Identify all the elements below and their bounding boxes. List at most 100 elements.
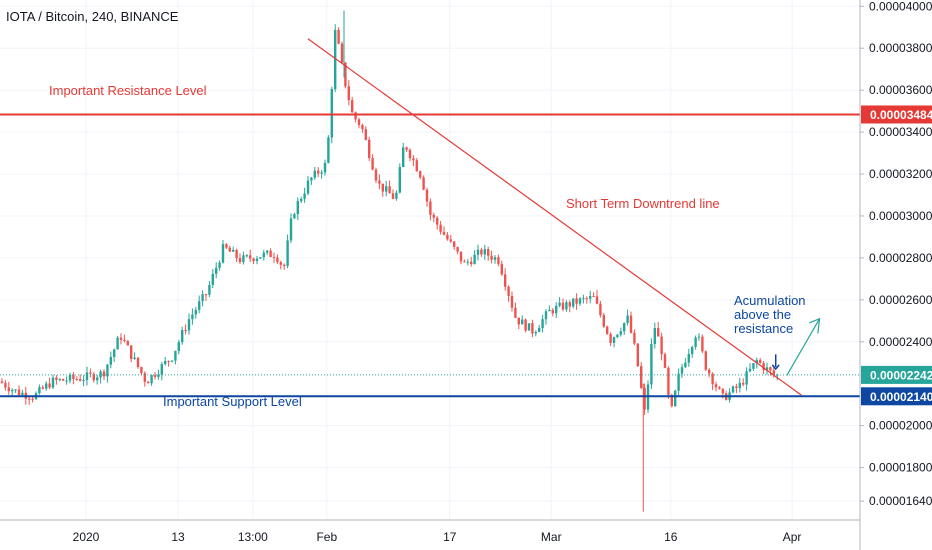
x-tick-label: 17: [443, 530, 457, 544]
candle-body: [368, 140, 370, 158]
candle-body: [620, 331, 622, 334]
candle-body: [650, 344, 652, 384]
candle-body: [637, 344, 639, 367]
candle-body: [378, 180, 380, 183]
y-tick-label: 0.00003000: [869, 209, 932, 223]
candle-body: [609, 334, 611, 343]
candle-body: [351, 100, 353, 112]
candle-body: [582, 298, 584, 299]
candle-body: [354, 112, 356, 119]
candle-body: [681, 367, 683, 374]
candle-body: [120, 338, 122, 340]
candle-body: [569, 302, 571, 306]
candle-body: [388, 186, 390, 193]
y-tick-label: 0.00002400: [869, 335, 932, 349]
y-axis: 0.00004000 0.00003800 0.00003600 0.00003400…: [860, 0, 932, 550]
candle-body: [28, 399, 30, 400]
candle-body: [150, 375, 152, 383]
candle-body: [113, 349, 115, 357]
candle-body: [586, 298, 588, 299]
candle-body: [507, 287, 509, 296]
candle-body: [337, 30, 339, 44]
candle-body: [477, 250, 479, 255]
candle-body: [21, 393, 23, 395]
candle-body: [69, 375, 71, 381]
candle-body: [521, 320, 523, 325]
candle-body: [252, 259, 254, 261]
candle-body: [171, 361, 173, 362]
candle-body: [303, 193, 305, 198]
candle-body: [504, 274, 506, 286]
candle-body: [528, 323, 530, 330]
y-tick-label: 0.00001800: [869, 461, 932, 475]
candle-body: [691, 347, 693, 354]
candle-body: [470, 262, 472, 264]
candle-body: [660, 337, 662, 355]
candle-body: [154, 375, 156, 377]
candle-body: [205, 294, 207, 295]
candle-body: [371, 158, 373, 170]
candle-body: [565, 302, 567, 309]
candle-body: [735, 386, 737, 388]
candle-body: [739, 383, 741, 388]
support-price-label: 0.00002140: [870, 390, 932, 404]
y-tick-label: 0.00003400: [869, 125, 932, 139]
candle-body: [616, 335, 618, 338]
candle-body: [501, 264, 503, 274]
candle-body: [341, 44, 343, 63]
candle-body: [59, 379, 61, 380]
candle-body: [225, 244, 227, 248]
candle-body: [365, 129, 367, 140]
candle-body: [667, 368, 669, 395]
candle-body: [722, 389, 724, 394]
candle-body: [596, 296, 598, 303]
candle-body: [167, 361, 169, 362]
candle-body: [82, 380, 84, 381]
candle-body: [375, 170, 377, 181]
x-tick-label: 16: [664, 530, 678, 544]
candle-body: [235, 250, 237, 258]
support-annotation: Important Support Level: [163, 394, 302, 409]
candle-body: [55, 378, 57, 380]
candle-body: [130, 345, 132, 359]
candle-body: [419, 171, 421, 177]
candle-body: [490, 256, 492, 260]
candle-body: [361, 125, 363, 129]
candle-body: [511, 296, 513, 308]
candle-body: [127, 341, 129, 345]
candle-body: [599, 304, 601, 315]
candle-body: [286, 240, 288, 265]
candle-body: [392, 193, 394, 199]
candle-body: [718, 387, 720, 388]
candle-body: [382, 184, 384, 192]
accumulation-line-1: Acumulation: [734, 294, 806, 308]
candle-body: [385, 186, 387, 191]
candle-body: [463, 261, 465, 262]
current-price-label: 0.00002242: [870, 368, 932, 382]
candle-body: [317, 171, 319, 174]
x-tick-label: Apr: [783, 530, 802, 544]
grid: [0, 0, 860, 520]
candle-body: [592, 296, 594, 297]
candle-body: [518, 318, 520, 325]
candle-body: [409, 150, 411, 159]
candle-body: [263, 253, 265, 258]
candle-body: [698, 337, 700, 338]
candle-body: [684, 363, 686, 368]
resistance-annotation: Important Resistance Level: [49, 83, 207, 98]
candle-body: [535, 332, 537, 334]
candle-body: [324, 163, 326, 172]
candle-body: [320, 172, 322, 173]
candle-body: [715, 384, 717, 387]
candle-body: [514, 308, 516, 318]
candle-body: [52, 378, 54, 388]
candle-body: [300, 199, 302, 201]
accumulation-line-2: above the: [734, 308, 806, 322]
candle-body: [426, 190, 428, 202]
candle-body: [548, 310, 550, 311]
candle-body: [399, 167, 401, 193]
x-axis: 2020 13 13:00 Feb 17 Mar 16 Apr: [0, 520, 860, 544]
x-tick-label: Feb: [316, 530, 337, 544]
candle-body: [531, 323, 533, 333]
candle-body: [4, 383, 6, 388]
